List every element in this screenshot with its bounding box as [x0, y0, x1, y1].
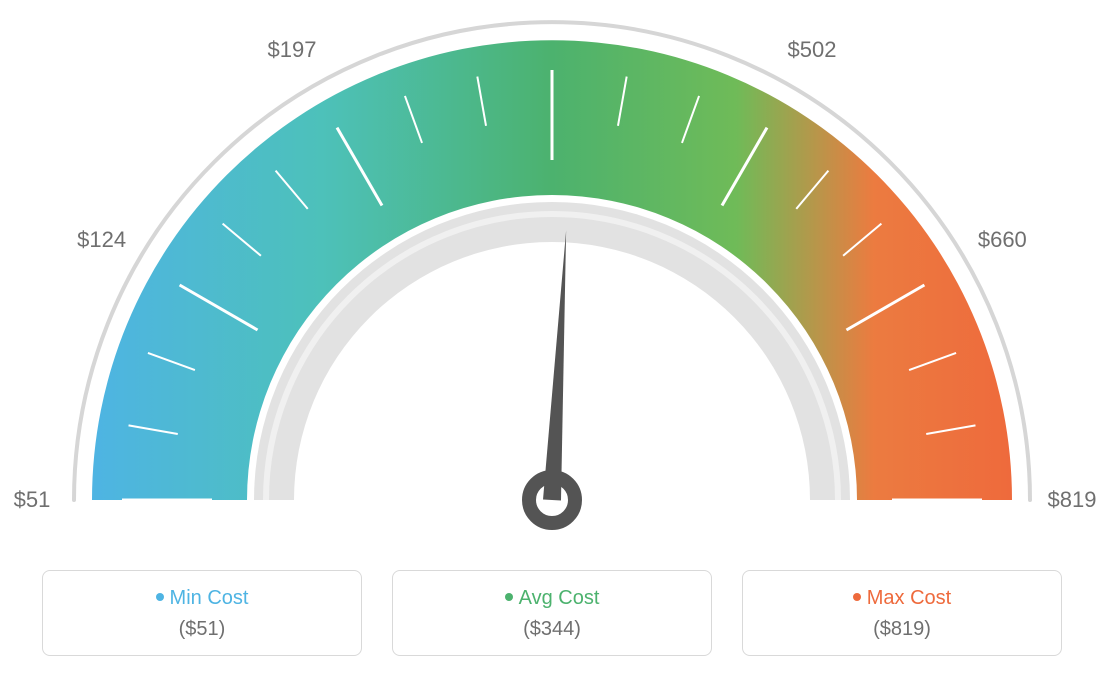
legend-dot-avg	[505, 593, 513, 601]
legend-row: Min Cost ($51) Avg Cost ($344) Max Cost …	[0, 570, 1104, 656]
legend-label-max: Max Cost	[867, 587, 951, 609]
gauge-svg	[0, 0, 1104, 560]
legend-title-max: Max Cost	[753, 587, 1051, 610]
legend-card-max: Max Cost ($819)	[742, 570, 1062, 656]
legend-card-avg: Avg Cost ($344)	[392, 570, 712, 656]
legend-dot-min	[156, 593, 164, 601]
legend-value-min: ($51)	[53, 618, 351, 641]
gauge-chart: $51$124$197$344$502$660$819	[0, 0, 1104, 560]
legend-label-avg: Avg Cost	[519, 587, 600, 609]
legend-label-min: Min Cost	[170, 587, 249, 609]
legend-card-min: Min Cost ($51)	[42, 570, 362, 656]
legend-value-avg: ($344)	[403, 618, 701, 641]
legend-title-avg: Avg Cost	[403, 587, 701, 610]
legend-value-max: ($819)	[753, 618, 1051, 641]
legend-dot-max	[853, 593, 861, 601]
legend-title-min: Min Cost	[53, 587, 351, 610]
